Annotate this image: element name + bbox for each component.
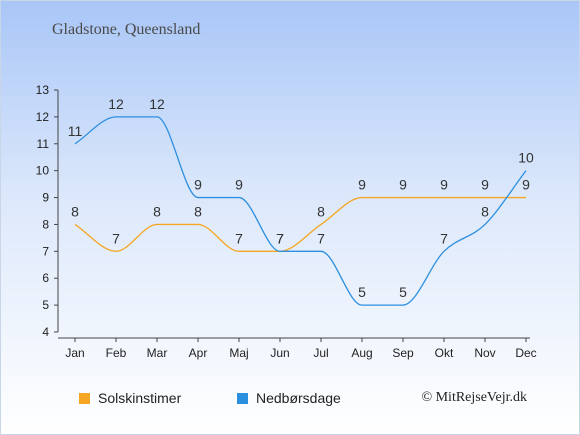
data-label-solskinstimer: 9: [399, 177, 407, 193]
data-label-solskinstimer: 8: [317, 203, 325, 219]
x-tick-label: Aug: [351, 346, 372, 360]
legend-swatch-solskinstimer: [79, 392, 90, 404]
y-tick-label: 5: [42, 298, 49, 312]
data-label-nedborsdage: 12: [108, 96, 124, 112]
data-label-solskinstimer: 8: [153, 203, 161, 219]
x-tick-label: Maj: [229, 346, 248, 360]
data-label-nedborsdage: 11: [68, 123, 83, 139]
series-line-solskinstimer: [74, 196, 526, 252]
x-tick-label: Feb: [106, 346, 127, 360]
data-label-nedborsdage: 9: [235, 177, 243, 193]
y-tick-label: 9: [42, 191, 49, 205]
data-label-nedborsdage: 5: [358, 284, 366, 300]
legend-item-solskinstimer: Solskinstimer: [79, 390, 181, 406]
data-label-solskinstimer: 9: [481, 177, 489, 193]
data-label-nedborsdage: 9: [194, 177, 202, 193]
x-tick-label: Nov: [474, 346, 495, 360]
data-label-solskinstimer: 7: [235, 230, 243, 246]
data-label-nedborsdage: 7: [440, 230, 448, 246]
data-label-nedborsdage: 5: [399, 284, 407, 300]
legend-swatch-nedborsdage: [237, 392, 248, 404]
y-tick-label: 13: [36, 83, 50, 97]
series-line-nedborsdage: [74, 116, 527, 306]
y-tick-label: 12: [36, 110, 50, 124]
data-label-nedborsdage: 8: [481, 203, 489, 219]
data-label-solskinstimer: 9: [522, 177, 530, 193]
data-label-solskinstimer: 9: [440, 177, 448, 193]
y-tick-label: 8: [42, 217, 49, 231]
data-label-solskinstimer: 8: [194, 203, 202, 219]
x-tick-label: Mar: [147, 346, 168, 360]
x-tick-label: Dec: [515, 346, 536, 360]
x-tick-label: Jul: [313, 346, 328, 360]
legend-label-nedborsdage: Nedbørsdage: [256, 390, 341, 406]
legend-item-nedborsdage: Nedbørsdage: [237, 390, 341, 406]
chart-title: Gladstone, Queensland: [52, 21, 201, 38]
data-label-nedborsdage: 12: [149, 96, 165, 112]
copyright-notice: © MitRejseVejr.dk: [421, 390, 527, 405]
y-tick-label: 10: [36, 164, 50, 178]
x-tick-label: Sep: [392, 346, 414, 360]
y-tick-label: 4: [42, 325, 49, 339]
data-label-nedborsdage: 7: [317, 230, 325, 246]
x-tick-label: Jun: [270, 346, 289, 360]
data-label-solskinstimer: 8: [71, 203, 79, 219]
x-tick-label: Apr: [189, 346, 208, 360]
data-label-solskinstimer: 9: [358, 177, 366, 193]
y-tick-label: 7: [42, 244, 49, 258]
y-tick-label: 6: [42, 271, 49, 285]
data-label-solskinstimer: 7: [112, 230, 120, 246]
x-tick-label: Okt: [435, 346, 454, 360]
legend-label-solskinstimer: Solskinstimer: [98, 390, 182, 406]
y-tick-label: 11: [37, 137, 50, 151]
data-label-nedborsdage: 10: [518, 150, 534, 166]
x-tick-label: Jan: [65, 346, 84, 360]
data-label-nedborsdage: 7: [276, 230, 284, 246]
data-label-solskinstimer: 7: [276, 230, 284, 246]
